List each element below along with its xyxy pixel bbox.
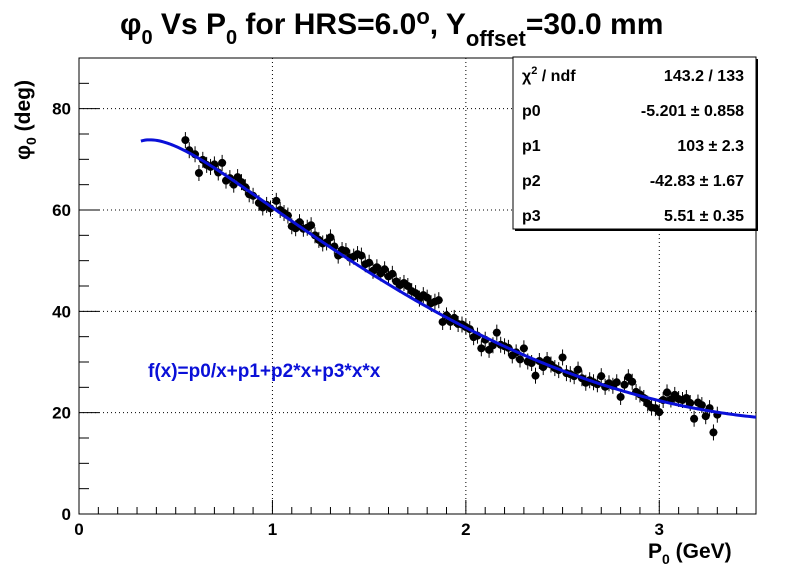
data-point — [574, 365, 583, 374]
data-point — [697, 401, 706, 410]
fit-function-label: f(x)=p0/x+p1+p2*x+p3*x*x — [148, 361, 381, 382]
stat-value: 103 ± 2.3 — [677, 138, 744, 155]
x-tick-label: 1 — [268, 520, 277, 539]
data-point — [181, 136, 190, 145]
data-point — [701, 412, 710, 421]
data-point — [616, 392, 625, 401]
stat-value: 5.51 ± 0.35 — [664, 208, 744, 225]
data-point — [477, 344, 486, 353]
fit-curve — [140, 138, 757, 419]
stats-box-frame — [512, 56, 757, 230]
x-tick-label: 2 — [461, 520, 470, 539]
data-point — [388, 269, 397, 278]
stats-box: χ2 / ndf 143.2 / 133 p0 -5.201 ± 0.858 p1 103… — [512, 56, 758, 231]
data-point — [365, 258, 374, 267]
data-point — [620, 380, 629, 389]
data-point — [434, 296, 443, 305]
y-tick-label: 40 — [52, 302, 71, 321]
stat-name: p3 — [522, 208, 541, 225]
data-point — [628, 377, 637, 386]
stat-value: -5.201 ± 0.858 — [641, 103, 744, 120]
y-axis-label: φ0 (deg) — [12, 80, 39, 160]
data-point — [597, 372, 606, 381]
stat-name: p1 — [522, 138, 541, 155]
axis-ticks — [78, 57, 757, 515]
chart-title: φ0 Vs P0 for HRS=6.0o, Yoffset=30.0 mm — [120, 4, 663, 51]
data-point — [218, 158, 227, 167]
data-point — [519, 344, 528, 353]
y-tick-label: 80 — [52, 100, 71, 119]
y-tick-label: 60 — [52, 201, 71, 220]
data-point — [492, 328, 501, 337]
data-point — [380, 265, 389, 274]
data-point — [709, 428, 718, 437]
stat-name: p2 — [522, 173, 541, 190]
data-point — [516, 355, 525, 364]
data-point — [307, 221, 316, 230]
data-point — [357, 251, 366, 260]
x-tick-label: 3 — [655, 520, 664, 539]
data-point — [326, 233, 335, 242]
x-tick-label: 0 — [74, 520, 83, 539]
x-axis-label: P0 (GeV) — [648, 540, 732, 567]
data-point — [531, 371, 540, 380]
stat-name: χ2 / ndf — [522, 65, 576, 85]
data-point — [341, 247, 350, 256]
stat-value: 143.2 / 133 — [664, 68, 744, 85]
y-tick-label: 20 — [52, 404, 71, 423]
data-point — [663, 388, 672, 397]
stat-value: -42.83 ± 1.67 — [650, 173, 744, 190]
tick-labels: 0 1 2 3 0 20 40 60 80 — [52, 100, 664, 539]
data-point — [690, 414, 699, 423]
data-point — [655, 408, 664, 417]
y-tick-label: 0 — [62, 505, 71, 524]
data-point — [372, 263, 381, 272]
data-point — [438, 317, 447, 326]
data-point — [612, 378, 621, 387]
data-point — [686, 399, 695, 408]
stat-name: p0 — [522, 103, 541, 120]
data-point — [194, 169, 203, 178]
data-point — [272, 196, 281, 205]
data-point — [527, 359, 536, 368]
data-point — [558, 353, 567, 362]
data-point — [423, 293, 432, 302]
data-point — [411, 289, 420, 298]
